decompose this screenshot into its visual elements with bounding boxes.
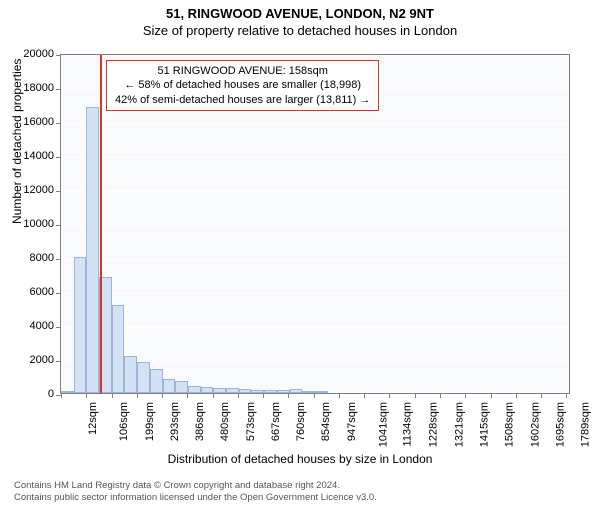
histogram-bar: [264, 390, 277, 393]
xtick-label: 667sqm: [270, 402, 282, 441]
histogram-bar: [239, 389, 252, 393]
histogram-bar: [226, 388, 239, 393]
xtick-label: 1321sqm: [453, 402, 465, 447]
histogram-bar: [150, 369, 163, 393]
ytick-label: 10000: [14, 218, 54, 230]
footer-line1: Contains HM Land Registry data © Crown c…: [14, 480, 586, 492]
ytick-mark: [56, 55, 61, 56]
xtick-label: 106sqm: [119, 402, 131, 441]
ytick-label: 12000: [14, 184, 54, 196]
xtick-mark: [187, 393, 188, 398]
histogram-bar: [124, 356, 137, 393]
annotation-line1: 51 RINGWOOD AVENUE: 158sqm: [115, 64, 370, 78]
histogram-bar: [175, 381, 188, 393]
chart-title-sub: Size of property relative to detached ho…: [0, 23, 600, 38]
ytick-mark: [56, 225, 61, 226]
histogram-bar: [315, 391, 328, 393]
footer-attribution: Contains HM Land Registry data © Crown c…: [14, 480, 586, 504]
xtick-label: 386sqm: [194, 402, 206, 441]
xtick-mark: [213, 393, 214, 398]
xtick-label: 199sqm: [144, 402, 156, 441]
property-marker-line: [100, 55, 102, 393]
xtick-label: 1134sqm: [402, 402, 414, 446]
histogram-bar: [61, 391, 74, 393]
xtick-mark: [516, 393, 517, 398]
ytick-label: 2000: [14, 354, 54, 366]
xtick-mark: [389, 393, 390, 398]
xtick-mark: [238, 393, 239, 398]
xtick-label: 1695sqm: [554, 402, 566, 447]
ytick-mark: [56, 123, 61, 124]
chart-container: 51 RINGWOOD AVENUE: 158sqm ← 58% of deta…: [60, 54, 570, 394]
xtick-label: 573sqm: [245, 402, 257, 441]
annotation-line3: 42% of semi-detached houses are larger (…: [115, 93, 370, 107]
grid-line: [61, 225, 569, 226]
annotation-box: 51 RINGWOOD AVENUE: 158sqm ← 58% of deta…: [106, 60, 379, 111]
ytick-mark: [56, 327, 61, 328]
xtick-label: 1602sqm: [529, 402, 541, 447]
footer-line2: Contains public sector information licen…: [14, 492, 586, 504]
histogram-bar: [137, 362, 150, 393]
xtick-label: 760sqm: [295, 402, 307, 441]
ytick-label: 18000: [14, 82, 54, 94]
xtick-mark: [86, 393, 87, 398]
xtick-mark: [465, 393, 466, 398]
xtick-label: 947sqm: [346, 402, 358, 441]
xtick-mark: [566, 393, 567, 398]
ytick-mark: [56, 157, 61, 158]
xtick-label: 1228sqm: [428, 402, 440, 447]
xtick-mark: [440, 393, 441, 398]
ytick-mark: [56, 259, 61, 260]
grid-line: [61, 191, 569, 192]
histogram-bar: [74, 257, 87, 393]
histogram-bar: [188, 386, 201, 393]
xtick-label: 1508sqm: [503, 402, 515, 447]
ytick-label: 4000: [14, 320, 54, 332]
xtick-label: 293sqm: [169, 402, 181, 441]
xtick-mark: [288, 393, 289, 398]
xtick-mark: [162, 393, 163, 398]
ytick-mark: [56, 191, 61, 192]
xtick-mark: [415, 393, 416, 398]
histogram-bar: [213, 388, 226, 393]
grid-line: [61, 157, 569, 158]
grid-line: [61, 327, 569, 328]
histogram-bar: [86, 107, 99, 393]
xtick-label: 12sqm: [87, 402, 99, 435]
histogram-bar: [290, 389, 303, 393]
ytick-mark: [56, 293, 61, 294]
xtick-label: 1041sqm: [377, 402, 389, 447]
xtick-mark: [364, 393, 365, 398]
annotation-line2: ← 58% of detached houses are smaller (18…: [115, 78, 370, 92]
ytick-label: 16000: [14, 116, 54, 128]
xtick-mark: [314, 393, 315, 398]
xtick-mark: [112, 393, 113, 398]
x-axis-label: Distribution of detached houses by size …: [0, 452, 600, 466]
ytick-label: 20000: [14, 48, 54, 60]
ytick-mark: [56, 89, 61, 90]
grid-line: [61, 293, 569, 294]
xtick-mark: [541, 393, 542, 398]
histogram-bar: [201, 387, 214, 393]
grid-line: [61, 259, 569, 260]
xtick-mark: [61, 393, 62, 398]
xtick-mark: [339, 393, 340, 398]
xtick-label: 854sqm: [321, 402, 333, 441]
ytick-label: 8000: [14, 252, 54, 264]
xtick-mark: [263, 393, 264, 398]
xtick-label: 1789sqm: [579, 402, 591, 447]
xtick-label: 480sqm: [220, 402, 232, 441]
chart-title-main: 51, RINGWOOD AVENUE, LONDON, N2 9NT: [0, 6, 600, 21]
ytick-label: 14000: [14, 150, 54, 162]
ytick-label: 0: [14, 388, 54, 400]
grid-line: [61, 123, 569, 124]
ytick-mark: [56, 361, 61, 362]
xtick-label: 1415sqm: [478, 402, 490, 447]
ytick-label: 6000: [14, 286, 54, 298]
histogram-bar: [163, 379, 176, 393]
xtick-mark: [137, 393, 138, 398]
xtick-mark: [491, 393, 492, 398]
histogram-bar: [112, 305, 125, 393]
